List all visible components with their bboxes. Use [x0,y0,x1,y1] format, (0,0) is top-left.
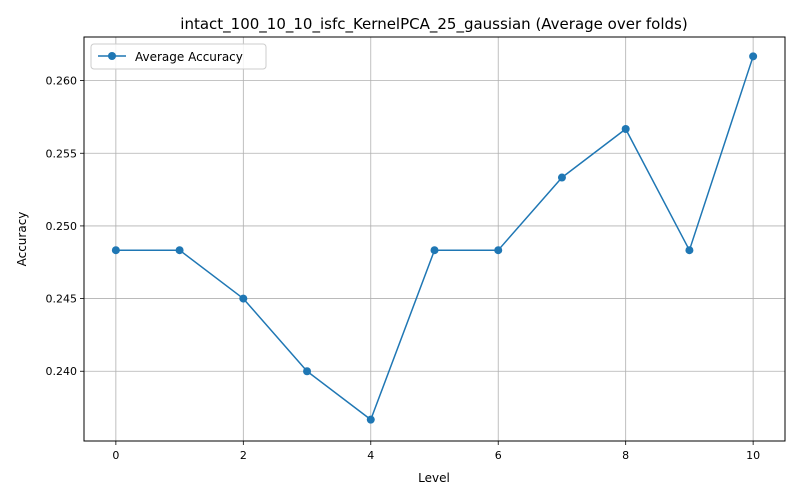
y-axis-label: Accuracy [15,212,29,267]
x-axis-label: Level [418,471,450,485]
data-point [557,173,566,182]
series-layer [111,52,758,424]
x-tick-label: 0 [112,449,119,462]
y-tick-label: 0.240 [46,365,78,378]
legend-box [90,43,267,70]
y-tick-label: 0.255 [46,147,78,160]
y-tick-label: 0.250 [46,220,78,233]
data-point [621,124,630,133]
series-line [115,56,754,421]
chart-title: intact_100_10_10_isfc_KernelPCA_25_gauss… [180,15,687,34]
data-point [430,246,439,255]
legend: Average Accuracy [90,43,267,70]
data-point [494,246,503,255]
data-point [175,246,184,255]
data-point [366,415,375,424]
x-tick-label: 4 [367,449,374,462]
legend-label: Average Accuracy [135,50,243,64]
y-tick-label: 0.260 [46,75,78,88]
data-point [239,294,248,303]
x-tick-label: 6 [495,449,502,462]
x-tick-label: 10 [746,449,760,462]
x-tick-label: 2 [240,449,247,462]
y-tick-label: 0.245 [46,293,78,306]
data-point [303,367,312,376]
x-tick-label: 8 [622,449,629,462]
data-point [749,52,758,61]
y-axis-ticks: 0.240 0.245 0.250 0.255 0.260 [46,75,84,378]
data-point [111,246,120,255]
legend-marker-swatch [108,52,116,60]
plot-frame [83,36,786,442]
x-axis-ticks: 0 2 4 6 8 10 [112,441,760,462]
data-point [685,246,694,255]
grid [84,37,785,441]
